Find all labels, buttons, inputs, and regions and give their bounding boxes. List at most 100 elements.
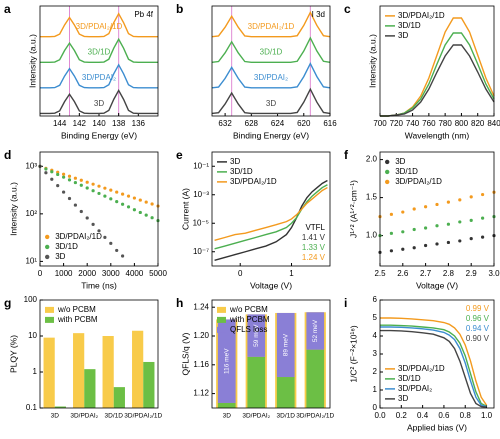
panel: g 0.1 1 10 100 3D 3D/PDAI₂ 3D/1D 3D/PDAI₂/1D PLQY… bbox=[4, 295, 163, 420]
x-tick-label: 142 bbox=[73, 119, 87, 128]
legend-marker bbox=[45, 244, 50, 250]
x-tick-label: 2.8 bbox=[443, 269, 455, 278]
y-tick-label: 100 bbox=[24, 295, 38, 304]
legend-marker bbox=[385, 159, 390, 165]
y-tick-label: 10¹ bbox=[25, 257, 37, 266]
legend-label: QFLS loss bbox=[230, 325, 267, 334]
line-series bbox=[211, 62, 331, 89]
data-point bbox=[132, 208, 136, 212]
y-tick-label: 1.12 bbox=[193, 389, 209, 398]
x-tick-label: 760 bbox=[422, 119, 436, 128]
panel: f 2.5 2.6 2.7 2.8 2.9 3.0 1.0 1.5 2.0 Voltage (V) J… bbox=[344, 148, 500, 290]
y-axis-label: Current (A) bbox=[180, 188, 190, 230]
value-label: 116 meV bbox=[223, 348, 230, 374]
x-axis-label: Binding Energy (eV) bbox=[61, 130, 137, 140]
plot-frame bbox=[39, 151, 159, 267]
legend-label: 3D bbox=[55, 252, 65, 261]
data-point bbox=[481, 216, 485, 220]
y-tick-label: 10⁻¹ bbox=[193, 161, 209, 170]
bar bbox=[143, 361, 155, 408]
data-point bbox=[73, 176, 77, 180]
y-axis-label: QFLS/q (V) bbox=[180, 332, 190, 375]
legend-marker bbox=[45, 234, 50, 240]
x-tick-label: 0.6 bbox=[438, 411, 450, 420]
data-point bbox=[389, 212, 393, 216]
x-tick-label: 2.9 bbox=[466, 269, 478, 278]
panel-letter: f bbox=[344, 148, 349, 162]
data-point bbox=[144, 200, 148, 204]
series-label: 3D bbox=[266, 99, 276, 108]
data-point bbox=[97, 191, 101, 196]
panel-letter: e bbox=[176, 148, 183, 162]
data-point bbox=[412, 246, 416, 250]
data-point bbox=[446, 200, 450, 204]
category-label: 3D bbox=[51, 413, 60, 420]
x-tick-label: 2.5 bbox=[374, 269, 386, 278]
y-tick-label: 10⁻³ bbox=[193, 190, 209, 199]
panel: e 0 1 10⁻⁷ 10⁻⁵ 10⁻³ 10⁻¹ Voltage (V) Current (A… bbox=[176, 148, 331, 290]
annotation: 1.41 V bbox=[302, 233, 326, 242]
data-point bbox=[103, 194, 107, 198]
legend-marker bbox=[217, 326, 226, 333]
data-point bbox=[435, 224, 439, 228]
bar bbox=[113, 387, 125, 408]
y-tick-label: 2 bbox=[373, 367, 378, 376]
data-point bbox=[424, 226, 428, 230]
plot-frame bbox=[211, 5, 331, 117]
data-point bbox=[67, 174, 72, 178]
line-series bbox=[40, 37, 158, 63]
x-tick-label: 2000 bbox=[78, 269, 96, 278]
data-point bbox=[67, 178, 72, 182]
data-point bbox=[56, 172, 60, 177]
x-axis-label: Binding Energy (eV) bbox=[233, 130, 309, 140]
data-point bbox=[435, 242, 439, 246]
data-point bbox=[412, 227, 416, 232]
line-series bbox=[380, 317, 488, 406]
data-point bbox=[150, 216, 154, 220]
data-point bbox=[97, 184, 101, 188]
data-point bbox=[97, 229, 101, 233]
legend-label: 3D/PDAI₂ bbox=[398, 384, 432, 393]
legend-label: 3D/PDAI₂/1D bbox=[398, 11, 445, 20]
line-series bbox=[380, 44, 495, 117]
series-label: 3D/1D bbox=[260, 48, 283, 57]
legend-label: 3D/PDAI₂/1D bbox=[395, 177, 442, 186]
x-tick-label: 700 bbox=[373, 119, 387, 128]
bar bbox=[73, 333, 85, 408]
plot-frame bbox=[211, 299, 331, 409]
panel-letter: a bbox=[4, 2, 11, 16]
data-point bbox=[62, 190, 66, 194]
y-tick-label: 6 bbox=[373, 295, 378, 304]
y-tick-label: 1.16 bbox=[193, 360, 209, 369]
legend-label: 3D/1D bbox=[395, 167, 418, 176]
x-tick-label: 616 bbox=[323, 119, 337, 128]
y-axis-label: Intensity (a.u.) bbox=[27, 34, 37, 88]
data-point bbox=[424, 205, 428, 209]
legend-label: 3D/1D bbox=[55, 242, 78, 251]
data-point bbox=[481, 235, 485, 239]
data-point bbox=[469, 218, 473, 222]
bar-segment bbox=[276, 312, 295, 378]
x-axis-label: Voltage (V) bbox=[250, 280, 292, 290]
panel: c 700 720 740 760 780 800 820 840 Wavelength (nm)… bbox=[344, 2, 500, 140]
panel: b 632 628 624 620 616 Binding Energy (eV) 3D/PD… bbox=[176, 2, 337, 140]
x-tick-label: 840 bbox=[487, 119, 500, 128]
x-axis-label: Time (ns) bbox=[81, 280, 117, 290]
data-point bbox=[91, 222, 95, 226]
bar bbox=[84, 369, 96, 408]
x-tick-label: 740 bbox=[406, 119, 420, 128]
x-tick-label: 780 bbox=[438, 119, 452, 128]
annotation: VTFL bbox=[305, 223, 325, 232]
x-axis-label: Voltage (V) bbox=[416, 280, 458, 290]
data-point bbox=[103, 235, 107, 239]
data-point bbox=[91, 189, 95, 193]
data-point bbox=[67, 196, 72, 201]
data-point bbox=[469, 195, 473, 199]
x-axis-label: Wavelength (nm) bbox=[405, 130, 470, 140]
series-label: 3D/PDAI₂ bbox=[254, 73, 288, 82]
y-tick-label: 4 bbox=[373, 331, 378, 340]
panel-letter: i bbox=[344, 296, 347, 310]
